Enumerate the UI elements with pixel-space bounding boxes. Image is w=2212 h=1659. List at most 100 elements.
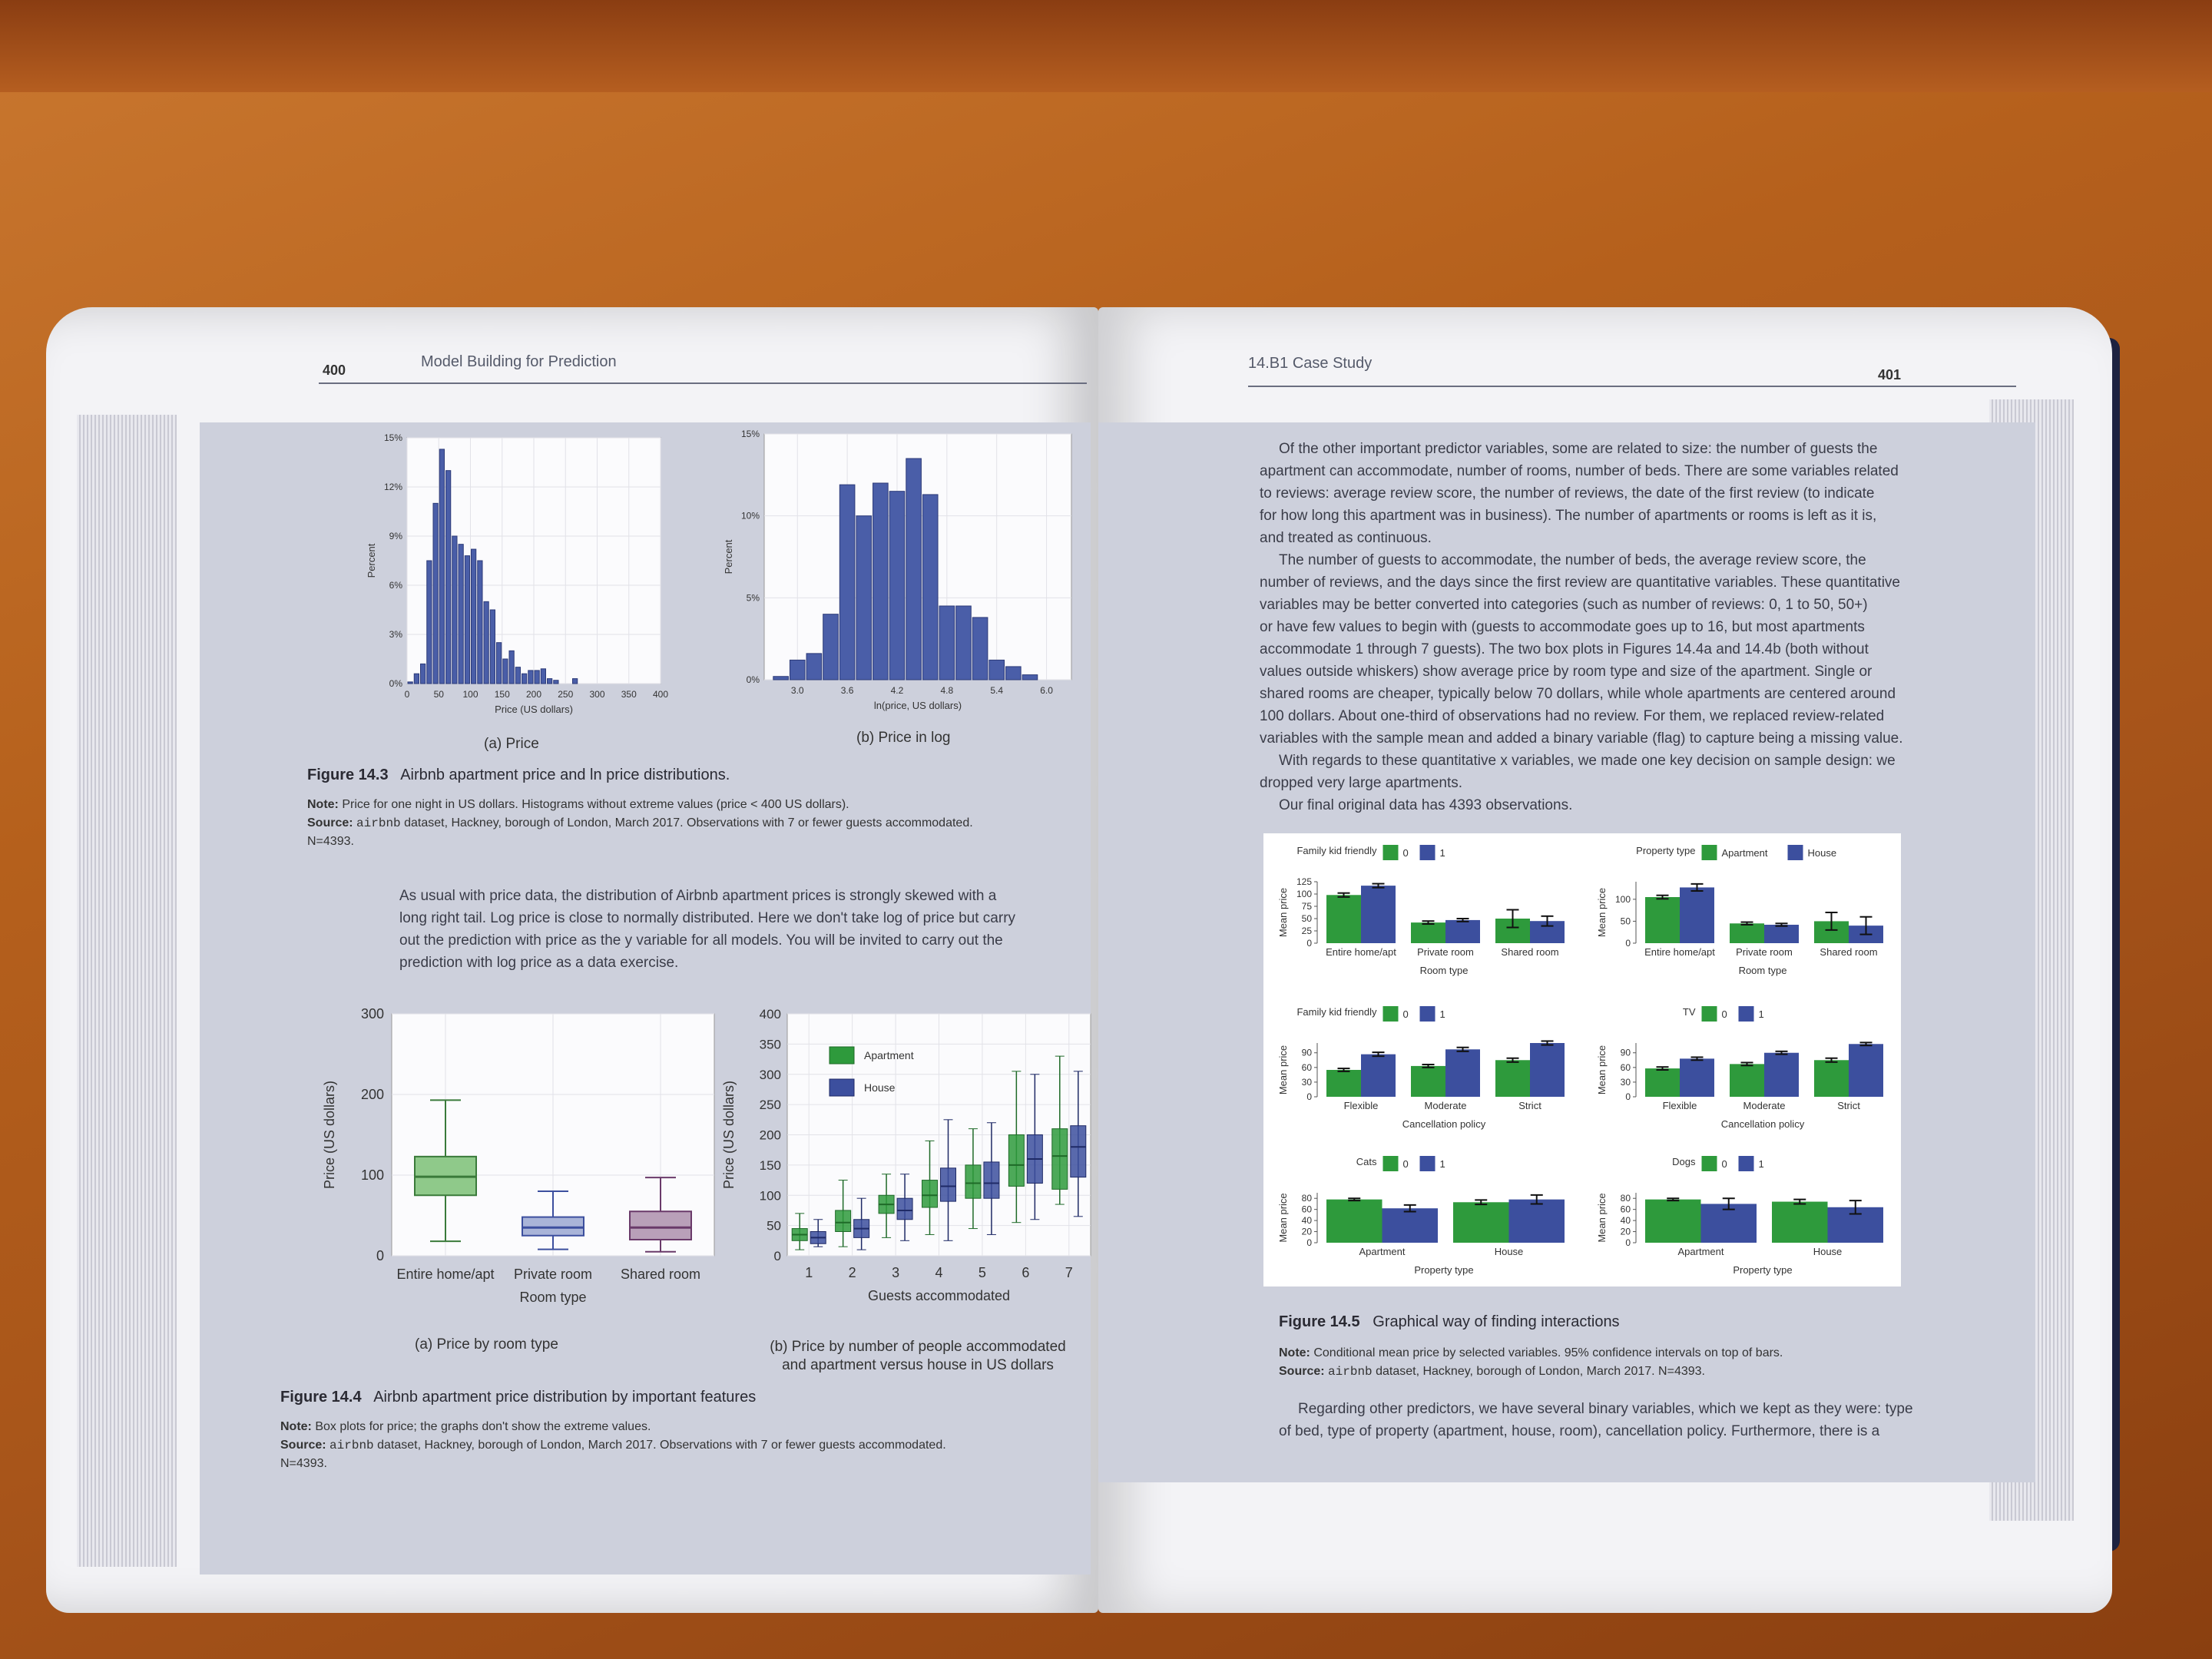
- histogram-bar: [547, 678, 553, 684]
- histogram-bar: [413, 673, 419, 684]
- page-edges-left: [77, 415, 177, 1567]
- bar: [1849, 1044, 1883, 1097]
- y-tick-label: 0: [774, 1249, 781, 1263]
- legend-swatch: [829, 1078, 855, 1097]
- chart-price-by-room-type: 0 100 200 300 Entire home/apt Private room Sha…: [276, 998, 722, 1321]
- x-tick-label: 250: [558, 689, 573, 700]
- bar: [1645, 1199, 1701, 1243]
- x-axis-label: Cancellation policy: [1721, 1118, 1805, 1130]
- y-tick-label: 15%: [384, 432, 402, 443]
- y-tick-label: 25: [1302, 926, 1313, 936]
- legend-label: Apartment: [1722, 847, 1768, 859]
- bar: [1645, 1068, 1680, 1097]
- y-tick-label: 300: [361, 1006, 384, 1022]
- figure-14-5-title: Figure 14.5 Graphical way of finding int…: [1279, 1313, 1620, 1330]
- box: [1051, 1128, 1068, 1190]
- chart-cats-property: Cats 0 1 0 20 40 60 80 Apartment House Property ty…: [1263, 1148, 1582, 1290]
- y-tick-label: 200: [361, 1087, 384, 1102]
- histogram-bar: [972, 617, 988, 680]
- legend-label: 0: [1722, 1158, 1727, 1170]
- histogram-bar: [420, 663, 426, 684]
- y-tick-label: 60: [1302, 1204, 1313, 1215]
- x-axis-label: Price (US dollars): [495, 704, 573, 715]
- x-tick-label: 3.6: [841, 685, 854, 696]
- histogram-bar: [873, 482, 889, 680]
- bar: [1680, 887, 1714, 943]
- legend-label: 0: [1403, 1158, 1409, 1170]
- legend-label: 1: [1759, 1008, 1764, 1020]
- bar: [1382, 1208, 1438, 1243]
- y-tick-label: 90: [1302, 1048, 1313, 1058]
- x-tick-label: Shared room: [621, 1267, 700, 1282]
- histogram-bar: [906, 458, 922, 680]
- x-tick-label: 400: [653, 689, 668, 700]
- figure-14-3-note: Note: Price for one night in US dollars.…: [307, 798, 973, 848]
- histogram-bar: [856, 515, 873, 680]
- legend-title: Dogs: [1672, 1156, 1696, 1167]
- legend-label: 1: [1440, 847, 1445, 859]
- legend-swatch: [829, 1046, 855, 1065]
- bar: [1764, 1052, 1799, 1097]
- y-tick-label: 90: [1621, 1048, 1631, 1058]
- legend-title: Cats: [1356, 1156, 1377, 1167]
- histogram-bar: [540, 668, 546, 684]
- x-tick-label: 200: [526, 689, 541, 700]
- legend-label: Apartment: [864, 1049, 914, 1061]
- histogram-bar: [432, 502, 439, 684]
- x-tick-label: 300: [589, 689, 604, 700]
- y-tick-label: 100: [1615, 894, 1631, 905]
- x-tick-label: Flexible: [1663, 1100, 1697, 1111]
- x-tick-label: 2: [849, 1265, 856, 1280]
- x-tick-label: 0: [405, 689, 410, 700]
- bar: [1453, 1202, 1509, 1243]
- x-tick-label: 350: [621, 689, 637, 700]
- y-tick-label: 50: [767, 1219, 781, 1233]
- legend-label: 0: [1722, 1008, 1727, 1020]
- histogram-bar: [426, 560, 432, 684]
- bar: [1326, 1199, 1382, 1243]
- histogram-bar: [489, 609, 495, 684]
- legend-title: Property type: [1636, 845, 1695, 856]
- bar: [1730, 1064, 1764, 1097]
- histogram-bar: [823, 614, 839, 680]
- bar: [1326, 895, 1361, 943]
- bar: [1445, 919, 1480, 943]
- legend-label: House: [1808, 847, 1837, 859]
- box: [922, 1180, 938, 1208]
- histogram-bar: [553, 680, 559, 684]
- bar: [1645, 897, 1680, 943]
- y-tick-label: 400: [760, 1007, 781, 1022]
- x-tick-label: Entire home/apt: [1326, 946, 1396, 958]
- x-tick-label: House: [1495, 1246, 1524, 1257]
- y-tick-label: 60: [1621, 1204, 1631, 1215]
- histogram-bar: [496, 642, 502, 684]
- x-axis-label: Room type: [1739, 965, 1787, 976]
- chart-price-by-guests: 0 50 100 150 200 250 300 350 400 1 2 3 4 5 6 7 Apartment…: [714, 998, 1098, 1321]
- log-price-histogram-svg: 0% 5% 10% 15% 3.0 3.6 4.2 4.8 5.4 6.0 ln(price, US…: [723, 429, 1072, 711]
- y-tick-label: 0%: [389, 678, 403, 689]
- y-tick-label: 9%: [389, 531, 403, 541]
- box: [940, 1167, 956, 1202]
- chart-property-type-room-type: Property type Apartment House 0 50 100 Entire …: [1582, 837, 1901, 991]
- y-tick-label: 250: [760, 1098, 781, 1112]
- x-tick-label: Flexible: [1344, 1100, 1379, 1111]
- caption-14-3a: (a) Price: [484, 736, 539, 752]
- y-axis-label: Mean price: [1596, 1193, 1608, 1242]
- y-tick-label: 80: [1621, 1193, 1631, 1204]
- x-axis-label: Room type: [519, 1290, 586, 1305]
- left-page: 400 Model Building for Prediction 0% 3% 6%…: [46, 307, 1098, 1613]
- histogram-bar: [839, 484, 856, 680]
- legend-swatch: [1701, 845, 1717, 860]
- y-tick-label: 40: [1621, 1215, 1631, 1226]
- legend-swatch: [1382, 845, 1399, 860]
- y-tick-label: 5%: [747, 592, 760, 603]
- y-tick-label: 100: [1296, 889, 1312, 899]
- x-tick-label: Private room: [1736, 946, 1793, 958]
- y-axis-label: Mean price: [1277, 1045, 1289, 1094]
- paragraph-price-distribution: As usual with price data, the distributi…: [399, 888, 997, 904]
- histogram-bar: [452, 535, 458, 684]
- histogram-bar: [477, 560, 483, 684]
- x-axis-label: Property type: [1414, 1264, 1473, 1276]
- y-axis-label: Percent: [366, 543, 377, 578]
- y-tick-label: 50: [1621, 916, 1631, 926]
